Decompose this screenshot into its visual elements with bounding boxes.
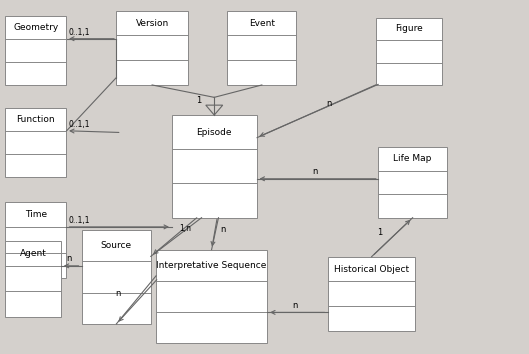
- Bar: [227, 11, 296, 85]
- Text: Figure: Figure: [395, 24, 423, 33]
- Text: n: n: [115, 289, 121, 298]
- Text: 1: 1: [377, 228, 382, 237]
- Text: Event: Event: [249, 18, 275, 28]
- Text: 0..1,1: 0..1,1: [69, 28, 90, 37]
- Text: n: n: [66, 254, 71, 263]
- Text: Time: Time: [25, 210, 47, 219]
- Bar: [172, 115, 257, 218]
- Text: 0..1,1: 0..1,1: [68, 216, 90, 225]
- Bar: [5, 108, 66, 177]
- Bar: [378, 147, 447, 218]
- Text: 1,n: 1,n: [179, 224, 191, 234]
- Text: n: n: [220, 225, 226, 234]
- Text: Historical Object: Historical Object: [334, 264, 409, 274]
- Bar: [116, 11, 188, 85]
- Text: n: n: [292, 301, 298, 309]
- Text: Function: Function: [16, 115, 55, 124]
- Text: Geometry: Geometry: [13, 23, 58, 32]
- Text: Interpretative Sequence: Interpretative Sequence: [157, 261, 267, 270]
- Text: 1: 1: [196, 96, 201, 105]
- Text: n: n: [326, 99, 332, 108]
- Text: Agent: Agent: [20, 249, 47, 258]
- Bar: [376, 18, 442, 85]
- Bar: [156, 250, 267, 343]
- Text: Episode: Episode: [196, 128, 232, 137]
- Bar: [5, 16, 66, 85]
- Text: n: n: [312, 167, 317, 176]
- Text: Life Map: Life Map: [394, 154, 432, 163]
- Text: Version: Version: [135, 18, 169, 28]
- Text: Source: Source: [101, 241, 132, 250]
- Text: 0..1,1: 0..1,1: [69, 120, 90, 129]
- Bar: [82, 230, 151, 324]
- Bar: [5, 241, 61, 317]
- Bar: [328, 257, 415, 331]
- Bar: [5, 202, 66, 278]
